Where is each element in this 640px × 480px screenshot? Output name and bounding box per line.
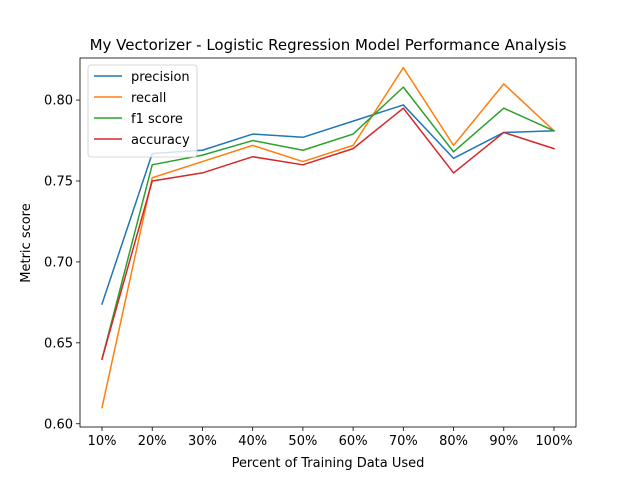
x-tick-label: 50% [288, 434, 317, 449]
legend-label-accuracy: accuracy [131, 133, 190, 148]
legend-label-recall: recall [131, 91, 166, 106]
x-tick-label: 20% [138, 434, 167, 449]
y-tick-label: 0.80 [44, 94, 73, 109]
legend: precision recall f1 score accuracy [87, 64, 198, 158]
legend-label-precision: precision [131, 70, 190, 85]
y-tick-label: 0.65 [44, 336, 73, 351]
series-line-recall [101, 66, 556, 409]
x-axis-label: Percent of Training Data Used [232, 456, 425, 471]
chart-title: My Vectorizer - Logistic Regression Mode… [90, 36, 567, 54]
y-tick-label: 0.60 [44, 417, 73, 432]
y-tick-label: 0.70 [44, 255, 73, 270]
y-axis-label: Metric score [19, 203, 34, 282]
x-tick-label: 40% [238, 434, 267, 449]
x-tick-label: 100% [535, 434, 572, 449]
legend-box [87, 64, 198, 158]
legend-label-f1-score: f1 score [131, 112, 183, 127]
x-tick-label: 70% [389, 434, 418, 449]
x-tick-label: 80% [439, 434, 468, 449]
x-tick-label: 30% [188, 434, 217, 449]
x-tick-label: 90% [489, 434, 518, 449]
series-line-f1-score [101, 86, 555, 360]
y-tick-label: 0.75 [44, 175, 73, 190]
x-tick-label: 60% [339, 434, 368, 449]
plot-area: 10% 20% 30% 40% 50% 60% 70% 80% 90% 100% 0.60 0.65 0… [44, 57, 577, 449]
series-line-accuracy [101, 107, 555, 360]
plot-frame [79, 57, 577, 428]
x-tick-label: 10% [88, 434, 117, 449]
